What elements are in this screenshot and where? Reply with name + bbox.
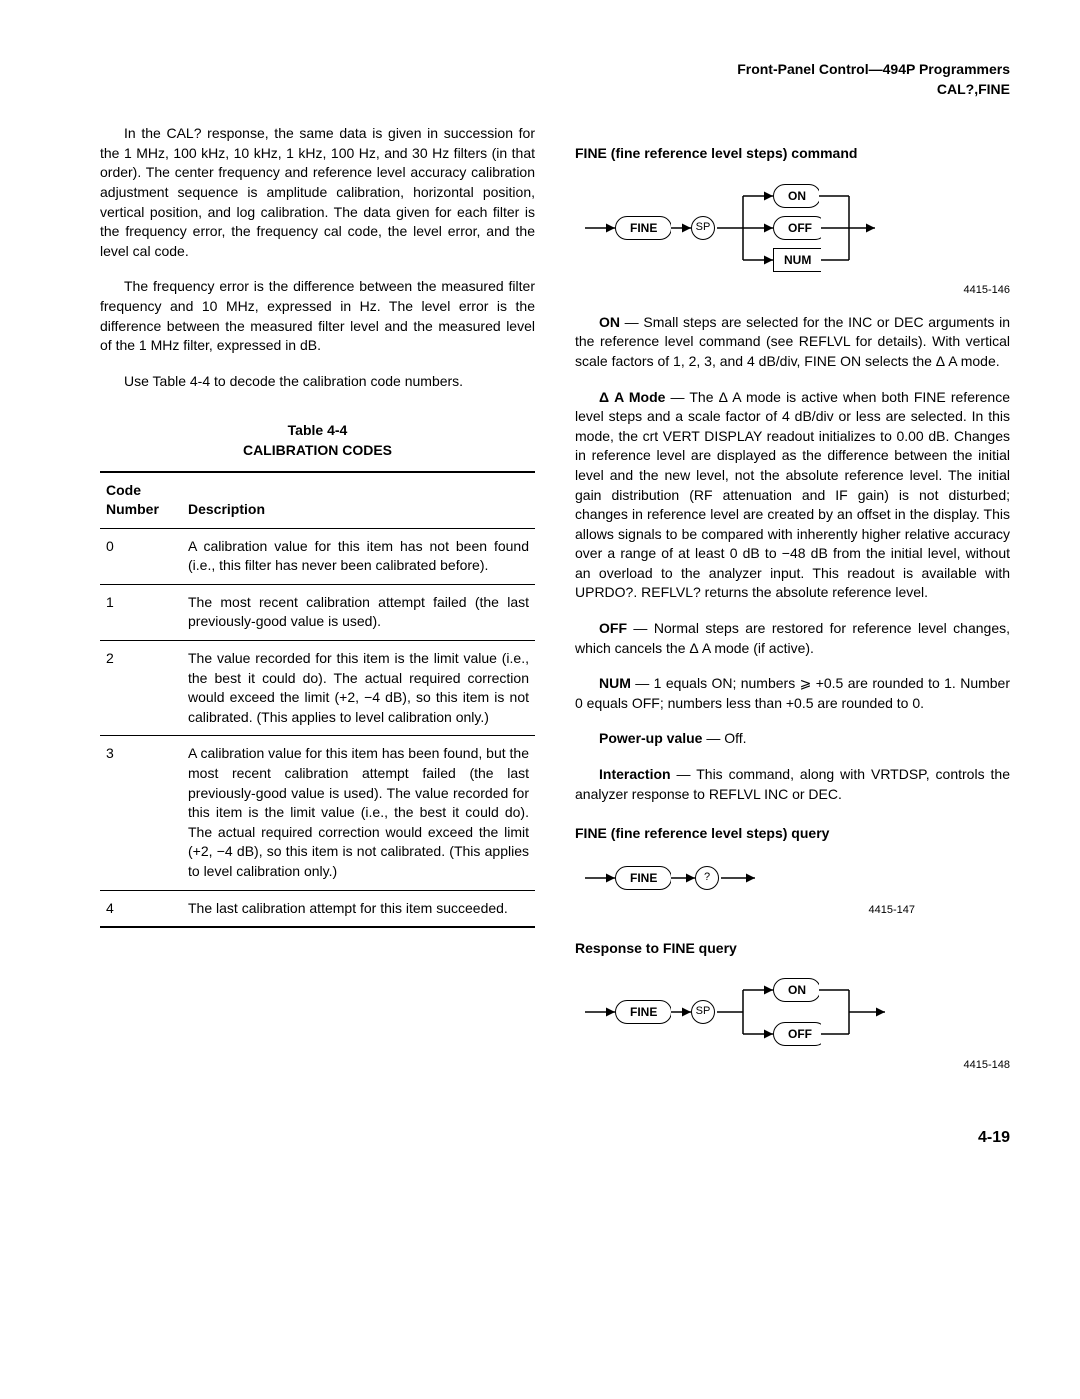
on-paragraph: ON — Small steps are selected for the IN… — [575, 313, 1010, 372]
calibration-codes-table: Code Number Description 0 A calibration … — [100, 471, 535, 929]
column-header-desc: Description — [182, 472, 535, 529]
left-column: In the CAL? response, the same data is g… — [100, 124, 535, 1087]
power-lead: Power-up value — [599, 730, 702, 746]
fine-command-syntax-diagram: FINE SP ON OFF NUM — [575, 178, 1010, 299]
fine-token: FINE — [615, 1000, 671, 1024]
aa-body: — The Δ A mode is active when both FINE … — [575, 389, 1010, 601]
code-cell: 0 — [100, 528, 182, 584]
figure-ref: 4415-148 — [575, 1058, 1010, 1073]
syntax-svg: FINE ? — [575, 858, 835, 898]
desc-cell: A calibration value for this item has be… — [182, 736, 535, 890]
table-row: 0 A calibration value for this item has … — [100, 528, 535, 584]
two-column-layout: In the CAL? response, the same data is g… — [100, 124, 1010, 1087]
interaction-paragraph: Interaction — This command, along with V… — [575, 765, 1010, 804]
off-body: — Normal steps are restored for referenc… — [575, 620, 1010, 656]
on-token: ON — [773, 978, 819, 1002]
on-body: — Small steps are selected for the INC o… — [575, 314, 1010, 369]
question-token: ? — [695, 866, 719, 890]
fine-token: FINE — [615, 866, 671, 890]
fine-query-heading: FINE (fine reference level steps) query — [575, 824, 1010, 844]
off-token: OFF — [773, 216, 821, 240]
powerup-paragraph: Power-up value — Off. — [575, 729, 1010, 749]
code-cell: 1 — [100, 584, 182, 640]
num-paragraph: NUM — 1 equals ON; numbers ⩾ +0.5 are ro… — [575, 674, 1010, 713]
inter-lead: Interaction — [599, 766, 671, 782]
figure-ref: 4415-146 — [575, 283, 1010, 298]
fine-command-heading: FINE (fine reference level steps) comman… — [575, 144, 1010, 164]
table-row: 2 The value recorded for this item is th… — [100, 641, 535, 736]
table-row: 4 The last calibration attempt for this … — [100, 890, 535, 927]
response-heading: Response to FINE query — [575, 939, 1010, 959]
code-cell: 2 — [100, 641, 182, 736]
num-lead: NUM — [599, 675, 631, 691]
table-row: 3 A calibration value for this item has … — [100, 736, 535, 890]
off-token: OFF — [773, 1022, 821, 1046]
table-caption: Table 4-4 CALIBRATION CODES — [100, 421, 535, 460]
running-header: Front-Panel Control—494P Programmers CAL… — [100, 60, 1010, 99]
use-table-paragraph: Use Table 4-4 to decode the calibration … — [100, 372, 535, 392]
off-paragraph: OFF — Normal steps are restored for refe… — [575, 619, 1010, 658]
on-token: ON — [773, 184, 819, 208]
table-number: Table 4-4 — [288, 422, 348, 438]
desc-cell: The last calibration attempt for this it… — [182, 890, 535, 927]
num-body: — 1 equals ON; numbers ⩾ +0.5 are rounde… — [575, 675, 1010, 711]
header-line1: Front-Panel Control—494P Programmers — [737, 61, 1010, 77]
delta-a-mode-paragraph: Δ A Mode — The Δ A mode is active when b… — [575, 388, 1010, 604]
fine-token: FINE — [615, 216, 671, 240]
sp-token: SP — [691, 216, 715, 240]
column-header-code: Code Number — [100, 472, 182, 529]
right-column: FINE (fine reference level steps) comman… — [575, 124, 1010, 1087]
header-line2: CAL?,FINE — [937, 81, 1010, 97]
table-name: CALIBRATION CODES — [243, 442, 392, 458]
desc-cell: The most recent calibration attempt fail… — [182, 584, 535, 640]
on-lead: ON — [599, 314, 620, 330]
col1-label: Code Number — [106, 482, 159, 518]
desc-cell: The value recorded for this item is the … — [182, 641, 535, 736]
frequency-error-paragraph: The frequency error is the difference be… — [100, 277, 535, 355]
table-row: 1 The most recent calibration attempt fa… — [100, 584, 535, 640]
code-cell: 3 — [100, 736, 182, 890]
num-token: NUM — [773, 248, 821, 272]
figure-ref: 4415-147 — [575, 903, 915, 918]
power-body: — Off. — [702, 730, 746, 746]
page-number: 4-19 — [100, 1127, 1010, 1149]
fine-response-syntax-diagram: FINE SP ON OFF 4415-148 — [575, 972, 1010, 1073]
sp-token: SP — [691, 1000, 715, 1024]
syntax-svg: FINE SP ON OFF NUM — [575, 178, 935, 278]
syntax-svg: FINE SP ON OFF — [575, 972, 915, 1052]
code-cell: 4 — [100, 890, 182, 927]
fine-query-syntax-diagram: FINE ? 4415-147 — [575, 858, 1010, 919]
off-lead: OFF — [599, 620, 627, 636]
desc-cell: A calibration value for this item has no… — [182, 528, 535, 584]
cal-response-paragraph: In the CAL? response, the same data is g… — [100, 124, 535, 261]
aa-lead: Δ A Mode — [599, 389, 665, 405]
